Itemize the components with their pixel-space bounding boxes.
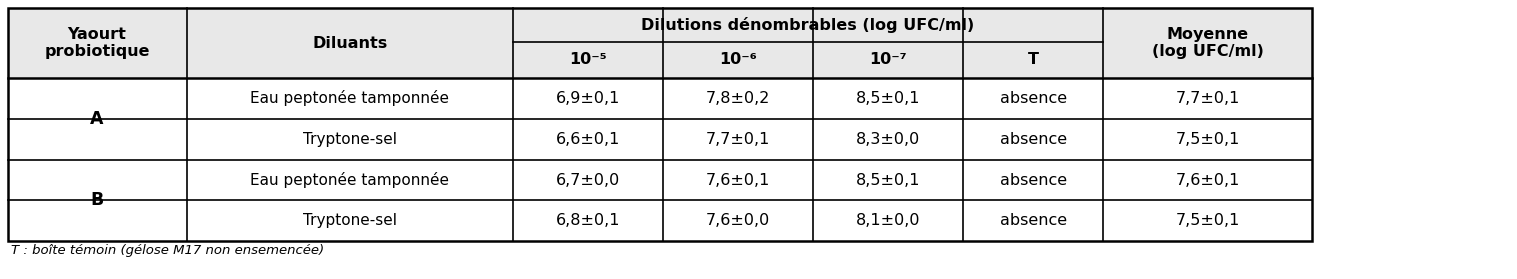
Text: 7,6±0,0: 7,6±0,0 bbox=[705, 213, 771, 229]
Text: absence: absence bbox=[1000, 172, 1066, 187]
Bar bbox=[8, 8, 1312, 241]
Bar bbox=[8, 8, 1312, 78]
Text: 7,7±0,1: 7,7±0,1 bbox=[1176, 91, 1239, 106]
Text: 7,5±0,1: 7,5±0,1 bbox=[1176, 132, 1239, 147]
Text: 7,5±0,1: 7,5±0,1 bbox=[1176, 213, 1239, 229]
Text: 10⁻⁷: 10⁻⁷ bbox=[869, 52, 907, 68]
Text: 7,7±0,1: 7,7±0,1 bbox=[705, 132, 771, 147]
Text: 7,6±0,1: 7,6±0,1 bbox=[1176, 172, 1239, 187]
Text: 6,8±0,1: 6,8±0,1 bbox=[555, 213, 620, 229]
Text: absence: absence bbox=[1000, 91, 1066, 106]
Text: 6,7±0,0: 6,7±0,0 bbox=[555, 172, 620, 187]
Bar bbox=[8, 78, 1312, 241]
Text: 8,5±0,1: 8,5±0,1 bbox=[856, 91, 921, 106]
Text: 7,8±0,2: 7,8±0,2 bbox=[705, 91, 771, 106]
Text: 8,1±0,0: 8,1±0,0 bbox=[856, 213, 921, 229]
Text: 6,6±0,1: 6,6±0,1 bbox=[555, 132, 620, 147]
Text: 6,9±0,1: 6,9±0,1 bbox=[555, 91, 620, 106]
Text: T : boîte témoin (gélose M17 non ensemencée): T : boîte témoin (gélose M17 non ensemen… bbox=[11, 244, 323, 257]
Text: 10⁻⁵: 10⁻⁵ bbox=[569, 52, 607, 68]
Text: absence: absence bbox=[1000, 132, 1066, 147]
Text: T: T bbox=[1027, 52, 1039, 68]
Text: B: B bbox=[91, 191, 103, 210]
Text: Diluants: Diluants bbox=[313, 36, 387, 50]
Text: 8,5±0,1: 8,5±0,1 bbox=[856, 172, 921, 187]
Text: 10⁻⁶: 10⁻⁶ bbox=[719, 52, 757, 68]
Text: Tryptone-sel: Tryptone-sel bbox=[303, 132, 396, 147]
Text: Eau peptonée tamponnée: Eau peptonée tamponnée bbox=[250, 90, 449, 106]
Text: Dilutions dénombrables (log UFC/ml): Dilutions dénombrables (log UFC/ml) bbox=[642, 17, 974, 33]
Text: Tryptone-sel: Tryptone-sel bbox=[303, 213, 396, 229]
Text: Moyenne
(log UFC/ml): Moyenne (log UFC/ml) bbox=[1151, 27, 1264, 59]
Text: Eau peptonée tamponnée: Eau peptonée tamponnée bbox=[250, 172, 449, 188]
Text: absence: absence bbox=[1000, 213, 1066, 229]
Text: 7,6±0,1: 7,6±0,1 bbox=[705, 172, 771, 187]
Text: A: A bbox=[91, 110, 103, 128]
Text: Yaourt
probiotique: Yaourt probiotique bbox=[44, 27, 150, 59]
Text: 8,3±0,0: 8,3±0,0 bbox=[856, 132, 921, 147]
